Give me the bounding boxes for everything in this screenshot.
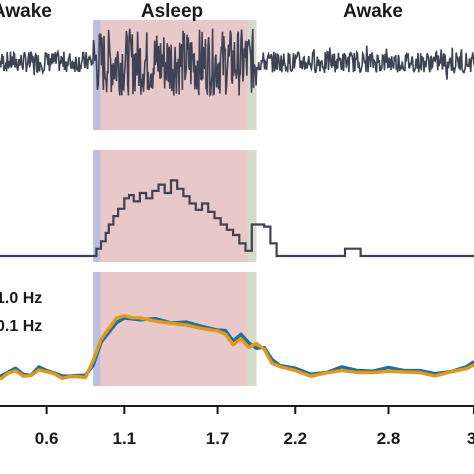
activity-index-panel xyxy=(0,179,474,258)
sleep-band xyxy=(93,272,257,386)
legend-label-1hz: 1.0 Hz xyxy=(0,290,42,307)
x-axis-ticks: 0.6 1.1 1.7 2.2 2.8 3. xyxy=(35,406,474,448)
sleep-band-onset-edge xyxy=(93,150,101,262)
raw-signal-panel xyxy=(0,28,474,98)
state-label-asleep: Asleep xyxy=(141,1,203,22)
x-tick-label: 2.2 xyxy=(283,429,307,448)
sleep-bands xyxy=(93,20,257,386)
x-tick-label: 3. xyxy=(467,429,474,448)
x-tick-label: 1.7 xyxy=(206,429,230,448)
x-tick-label: 2.8 xyxy=(377,429,401,448)
sleep-band-offset-edge xyxy=(247,272,257,386)
state-label-awake-left: Awake xyxy=(0,1,52,22)
sleep-band-onset-edge xyxy=(93,272,101,386)
legend-label-01hz: 0.1 Hz xyxy=(0,318,42,335)
sleep-band xyxy=(93,150,257,262)
series-line-01hz xyxy=(0,313,474,381)
filtered-signals-panel xyxy=(0,313,474,381)
activity-index-line xyxy=(0,179,474,258)
sleep-band-offset-edge xyxy=(247,150,257,262)
x-tick-label: 1.1 xyxy=(113,429,137,448)
x-tick-label: 0.6 xyxy=(35,429,59,448)
raw-signal-trace xyxy=(0,28,474,98)
state-label-awake-right: Awake xyxy=(343,1,403,22)
